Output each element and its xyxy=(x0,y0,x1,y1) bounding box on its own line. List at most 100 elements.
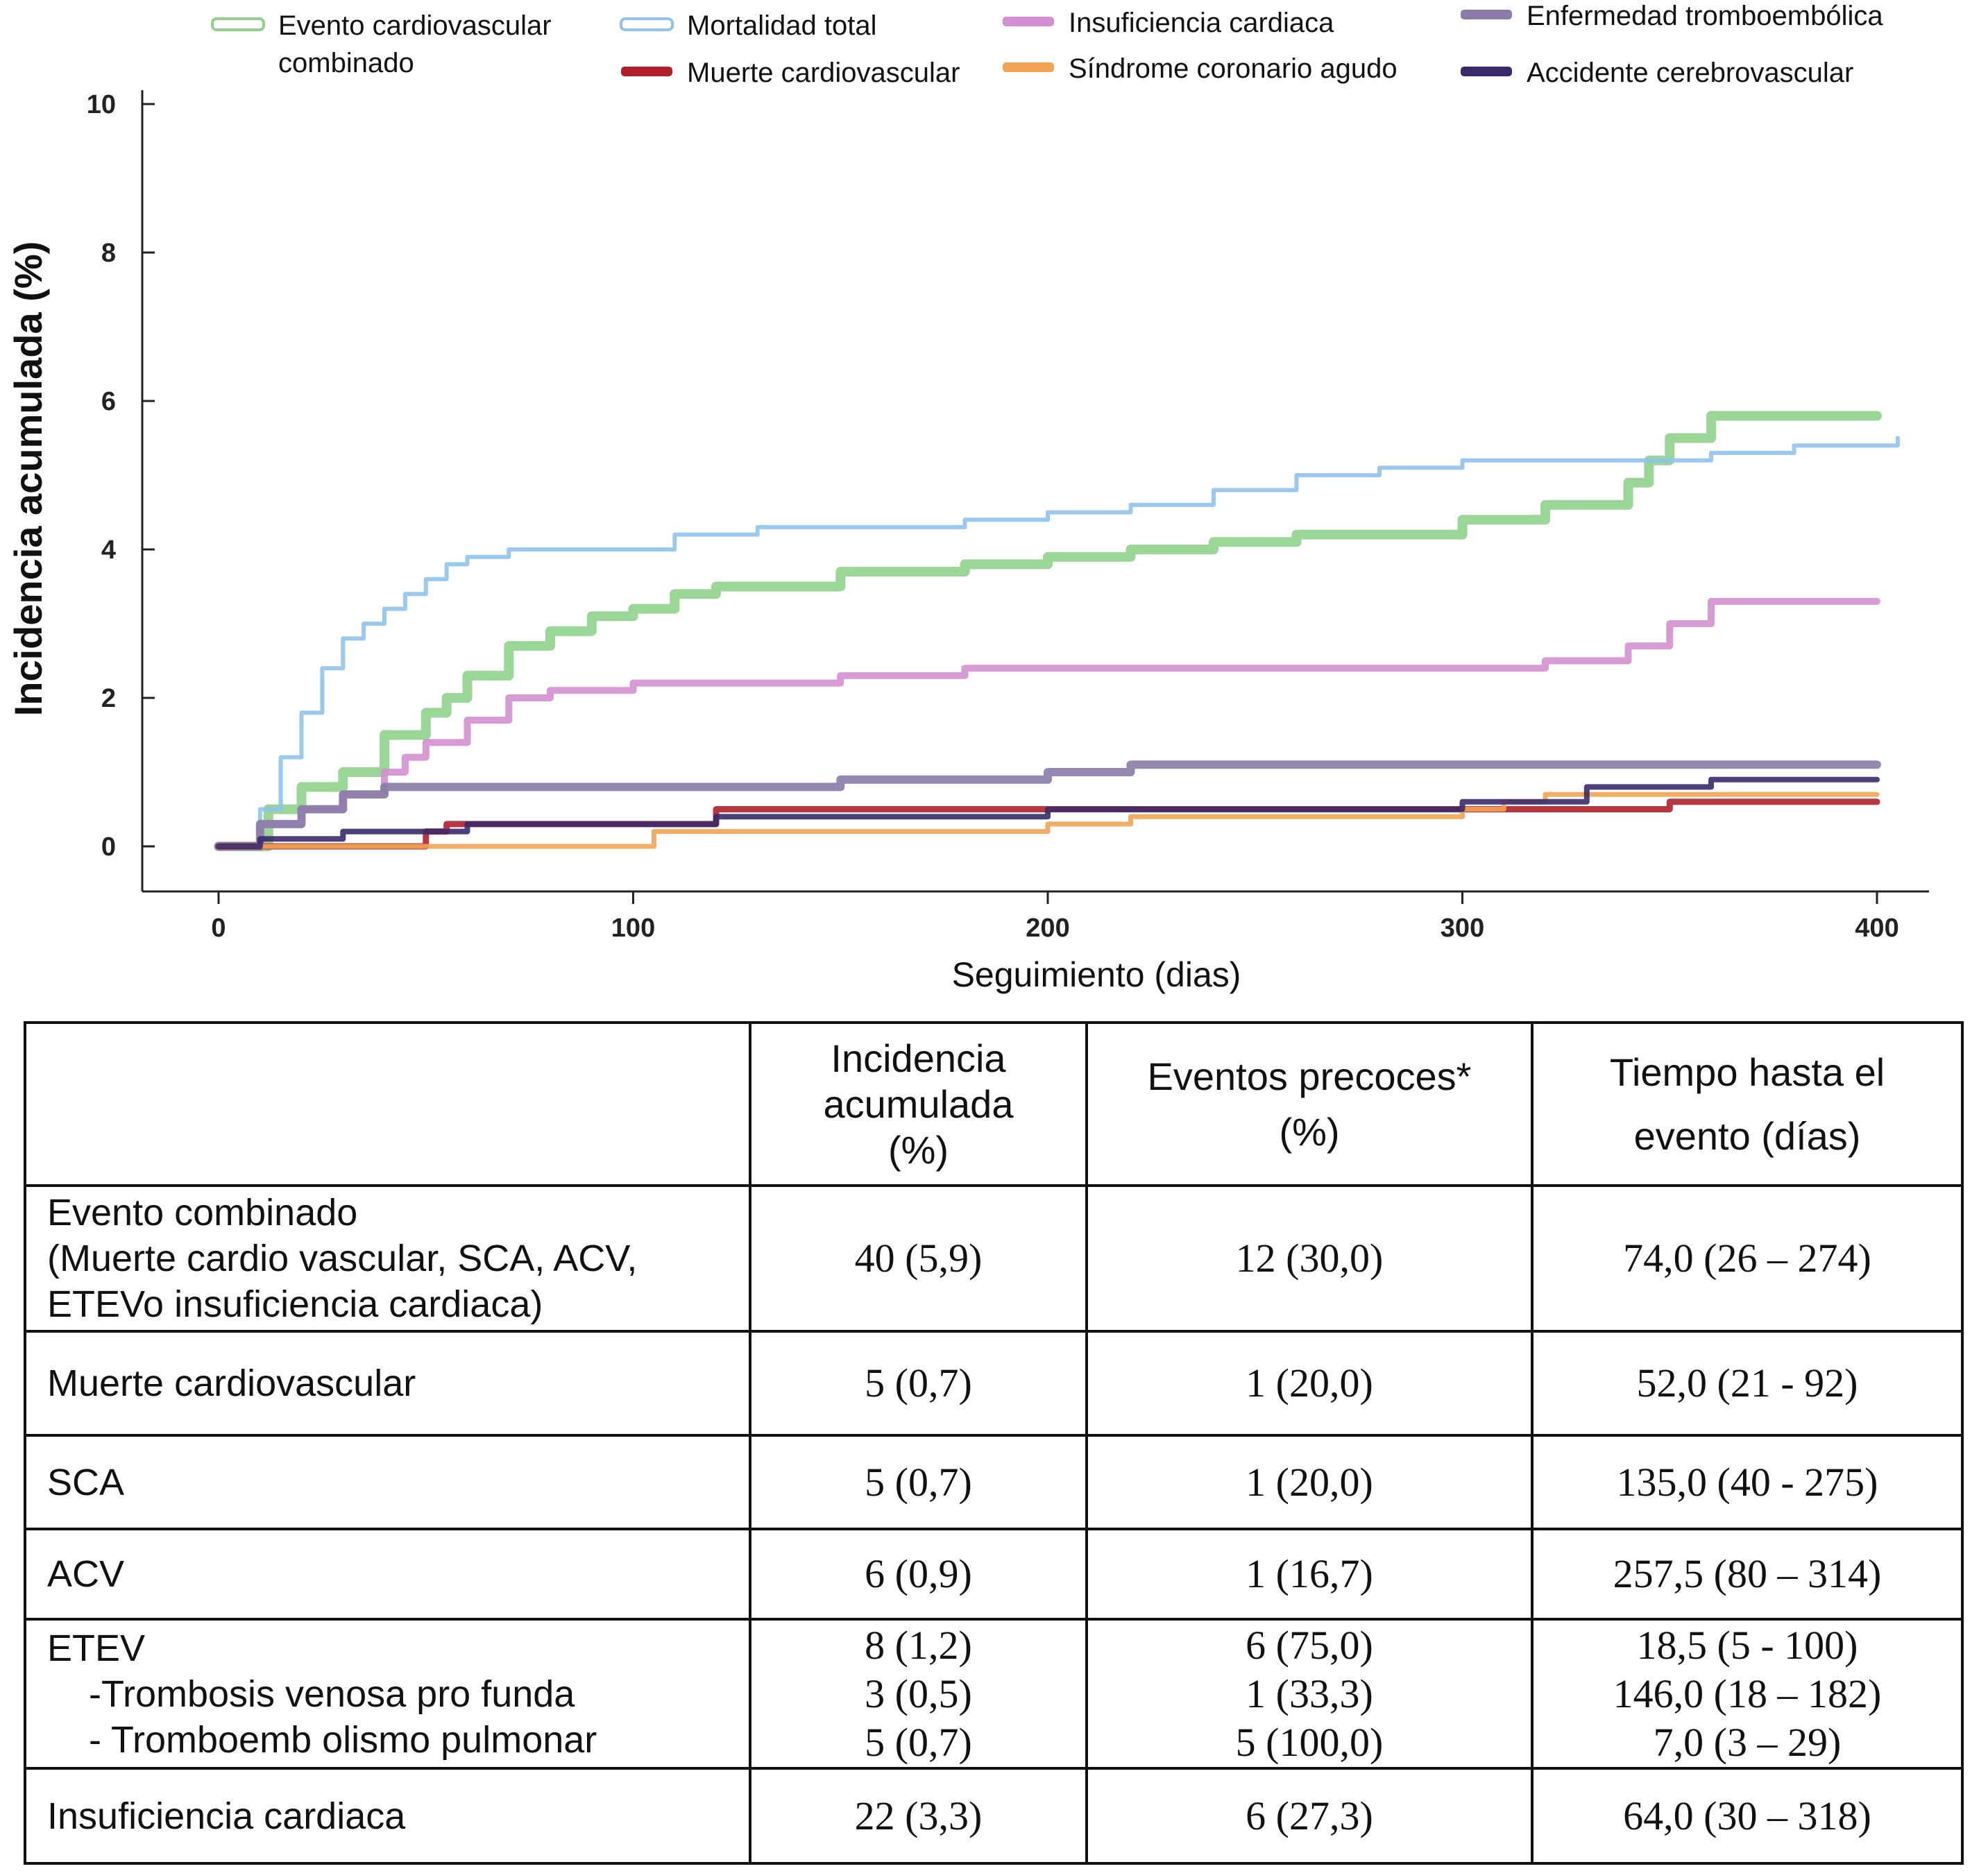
legend-label: Síndrome coronario agudo xyxy=(1069,53,1397,84)
series-line-sindrome-coronario-agudo xyxy=(216,792,1880,849)
legend-label: Insuficiencia cardiaca xyxy=(1069,8,1334,38)
cell-insuficiencia-precoces: 6 (27,3) xyxy=(1085,1767,1534,1865)
legend-swatch xyxy=(620,17,674,31)
y-tick-label: 0 xyxy=(101,832,116,862)
cell-etev-tiempo-total: 18,5 (5 - 100) xyxy=(1636,1622,1858,1668)
cell-etev-incidencia: 8 (1,2) 3 (0,5) 5 (0,7) xyxy=(749,1618,1088,1770)
y-tick-label: 4 xyxy=(101,536,116,565)
cell-acv-precoces: 1 (16,7) xyxy=(1085,1528,1534,1621)
y-axis-title: Incidencia acumulada (%) xyxy=(6,241,50,717)
legend-swatch xyxy=(621,67,672,76)
cell-etev-incidencia-tvp: 3 (0,5) xyxy=(865,1671,972,1716)
cell-insuficiencia-incidencia: 22 (3,3) xyxy=(749,1767,1088,1865)
cell-insuficiencia-tiempo: 64,0 (30 – 318) xyxy=(1531,1767,1964,1865)
table-header-row: Incidencia acumulada (%) Eventos precoce… xyxy=(24,1021,1964,1187)
legend-item-7: Accidente cerebrovascular xyxy=(1461,58,1853,88)
y-tick-label: 6 xyxy=(101,387,116,416)
legend-item-6: Síndrome coronario agudo xyxy=(1003,53,1397,84)
header-tiempo-line2: evento (días) xyxy=(1633,1113,1861,1158)
series-line-enfermedad-tromboembolica xyxy=(214,760,1881,851)
legend-label: Muerte cardiovascular xyxy=(687,58,960,88)
label-etev: ETEV xyxy=(47,1627,146,1669)
series-line-evento-cardiovascular-combinado xyxy=(214,411,1882,851)
legend-swatch xyxy=(211,17,265,31)
y-tick-label: 8 xyxy=(101,239,116,268)
cell-acv-incidencia: 6 (0,9) xyxy=(749,1528,1088,1621)
cell-etev-tiempo-tvp: 146,0 (18 – 182) xyxy=(1613,1671,1882,1716)
row-label-insuficiencia: Insuficiencia cardiaca xyxy=(24,1767,751,1865)
row-label-muerte: Muerte cardiovascular xyxy=(24,1330,751,1437)
legend-label: Evento cardiovascular xyxy=(278,10,552,41)
legend-item-2: Mortalidad total xyxy=(620,10,876,41)
cell-combinado-incidencia: 40 (5,9) xyxy=(749,1184,1088,1333)
header-empty-cell xyxy=(24,1021,751,1187)
series-line-mortalidad-total xyxy=(216,436,1900,848)
header-incidencia-line3: (%) xyxy=(887,1127,949,1172)
header-incidencia-line1: Incidencia xyxy=(831,1036,1006,1080)
legend-item-3: Insuficiencia cardiaca xyxy=(1003,8,1334,38)
legend-swatch xyxy=(1003,17,1054,26)
cell-combinado-precoces: 12 (30,0) xyxy=(1085,1184,1534,1333)
row-label-sca: SCA xyxy=(24,1434,751,1530)
cell-sca-precoces: 1 (20,0) xyxy=(1085,1434,1534,1530)
cell-muerte-precoces: 1 (20,0) xyxy=(1085,1330,1534,1437)
cell-sca-incidencia: 5 (0,7) xyxy=(749,1434,1088,1530)
legend-label: Accidente cerebrovascular xyxy=(1527,58,1853,88)
chart-legend: Evento cardiovascular combinado Mortalidad… xyxy=(211,1,1883,88)
table-row-insuficiencia: Insuficiencia cardiaca 22 (3,3) 6 (27,3)… xyxy=(24,1767,1964,1865)
legend-item-1: Evento cardiovascular combinado xyxy=(211,10,552,78)
cell-etev-precoces-tep: 5 (100,0) xyxy=(1235,1719,1384,1765)
x-tick-label: 200 xyxy=(1026,914,1069,943)
summary-table: Incidencia acumulada (%) Eventos precoce… xyxy=(24,1021,1964,1865)
table-row-muerte: Muerte cardiovascular 5 (0,7) 1 (20,0) 5… xyxy=(24,1330,1964,1437)
cell-muerte-incidencia: 5 (0,7) xyxy=(749,1330,1088,1437)
y-tick-label: 2 xyxy=(101,684,116,713)
legend-swatch xyxy=(1003,62,1054,72)
cell-etev-precoces-tvp: 1 (33,3) xyxy=(1246,1671,1373,1716)
x-axis-title: Seguimiento (dias) xyxy=(952,955,1241,994)
cell-acv-tiempo: 257,5 (80 – 314) xyxy=(1531,1528,1964,1621)
legend-item-4: Enfermedad tromboembólica xyxy=(1461,1,1883,31)
incidence-chart-svg: Evento cardiovascular combinado Mortalidad… xyxy=(6,1,1929,994)
table-row-acv: ACV 6 (0,9) 1 (16,7) 257,5 (80 – 314) xyxy=(24,1528,1964,1621)
header-tiempo-line1: Tiempo hasta el xyxy=(1609,1050,1885,1094)
cell-etev-tiempo: 18,5 (5 - 100) 146,0 (18 – 182) 7,0 (3 –… xyxy=(1531,1618,1964,1770)
legend-label: Mortalidad total xyxy=(687,10,876,41)
header-precoces-line2: (%) xyxy=(1279,1109,1340,1154)
cell-etev-precoces: 6 (75,0) 1 (33,3) 5 (100,0) xyxy=(1085,1618,1534,1770)
label-etev-trombosis: -Trombosis venosa pro funda xyxy=(89,1673,575,1715)
cell-muerte-tiempo: 52,0 (21 - 92) xyxy=(1531,1330,1964,1437)
x-tick-label: 300 xyxy=(1441,914,1484,943)
header-incidencia: Incidencia acumulada (%) xyxy=(749,1021,1088,1187)
series-line-accidente-cerebrovascular xyxy=(216,776,1880,849)
cell-etev-incidencia-total: 8 (1,2) xyxy=(865,1622,972,1668)
row-label-combinado: Evento combinado (Muerte cardio vascular… xyxy=(24,1184,751,1333)
cell-sca-tiempo: 135,0 (40 - 275) xyxy=(1531,1434,1964,1530)
legend-label: combinado xyxy=(278,48,414,78)
legend-label: Enfermedad tromboembólica xyxy=(1527,1,1883,31)
header-tiempo: Tiempo hasta el evento (días) xyxy=(1531,1021,1964,1187)
cell-etev-incidencia-tep: 5 (0,7) xyxy=(865,1719,972,1765)
chart-series xyxy=(214,411,1900,851)
chart: Evento cardiovascular combinado Mortalidad… xyxy=(6,1,1929,994)
x-tick-label: 100 xyxy=(611,914,655,943)
cell-combinado-tiempo: 74,0 (26 – 274) xyxy=(1531,1184,1964,1333)
table-row-sca: SCA 5 (0,7) 1 (20,0) 135,0 (40 - 275) xyxy=(24,1434,1964,1530)
legend-swatch xyxy=(1461,67,1512,76)
legend-swatch xyxy=(1461,10,1512,19)
x-tick-label: 400 xyxy=(1855,914,1898,943)
cell-etev-precoces-total: 6 (75,0) xyxy=(1246,1622,1373,1668)
header-incidencia-line2: acumulada xyxy=(823,1082,1014,1126)
table-row-combinado: Evento combinado (Muerte cardio vascular… xyxy=(24,1184,1964,1333)
cell-etev-tiempo-tep: 7,0 (3 – 29) xyxy=(1653,1719,1842,1765)
legend-item-5: Muerte cardiovascular xyxy=(621,58,960,88)
header-precoces: Eventos precoces* (%) xyxy=(1085,1021,1534,1187)
header-precoces-line1: Eventos precoces* xyxy=(1147,1054,1472,1098)
table-row-etev: ETEV -Trombosis venosa pro funda - Tromb… xyxy=(24,1618,1964,1770)
label-combinado-line1: Evento combinado xyxy=(47,1192,358,1233)
label-etev-tep: - Tromboemb olismo pulmonar xyxy=(89,1718,597,1761)
label-combinado-line2: (Muerte cardio vascular, SCA, ACV, xyxy=(47,1238,638,1279)
x-tick-label: 0 xyxy=(211,914,226,943)
label-combinado-line3: ETEVo insuficiencia cardiaca) xyxy=(47,1283,543,1325)
